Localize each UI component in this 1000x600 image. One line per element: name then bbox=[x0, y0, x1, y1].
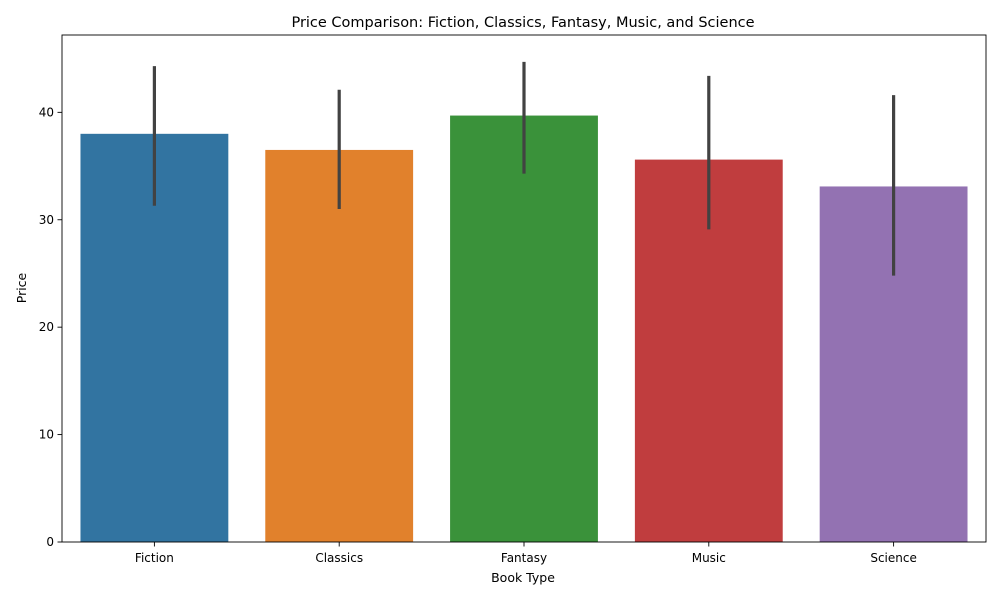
y-tick-label: 0 bbox=[46, 535, 54, 549]
plot-frame bbox=[61, 34, 987, 543]
chart-title: Price Comparison: Fiction, Classics, Fan… bbox=[291, 15, 754, 31]
x-tick-label: Classics bbox=[315, 551, 363, 565]
bars-layer bbox=[80, 115, 968, 543]
bar-classics bbox=[265, 149, 414, 542]
x-axis-label: Book Type bbox=[491, 570, 555, 585]
x-tick-label: Music bbox=[692, 551, 726, 565]
y-tick-label: 10 bbox=[39, 428, 54, 442]
error-bars-layer bbox=[152, 61, 896, 276]
y-axis-label: Price bbox=[14, 272, 29, 303]
y-tick-label: 40 bbox=[39, 105, 54, 119]
axes-layer: Fiction Classics Fantasy Music Science 0 10 20 3… bbox=[39, 34, 987, 565]
x-tick-label: Fantasy bbox=[501, 551, 547, 565]
x-tick-label: Fiction bbox=[135, 551, 174, 565]
y-tick-label: 30 bbox=[39, 213, 54, 227]
y-tick-label: 20 bbox=[39, 320, 54, 334]
x-tick-label: Science bbox=[870, 551, 917, 565]
bar-fantasy bbox=[450, 115, 598, 543]
